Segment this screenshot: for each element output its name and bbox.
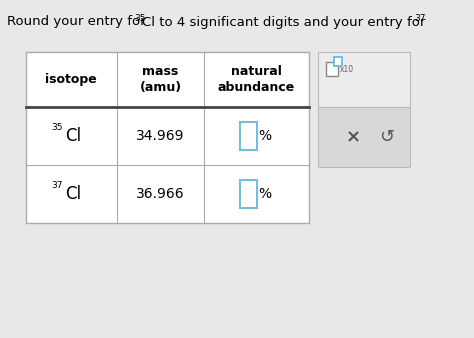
- Text: mass
(amu): mass (amu): [139, 65, 182, 94]
- Text: Cl: Cl: [65, 127, 81, 145]
- Text: x10: x10: [339, 65, 354, 73]
- Text: 36.966: 36.966: [136, 187, 185, 201]
- Text: %: %: [258, 187, 272, 201]
- Bar: [26, 52, 309, 223]
- Text: Round your entry for: Round your entry for: [7, 15, 150, 28]
- Text: natural
abundance: natural abundance: [218, 65, 295, 94]
- Bar: [240, 180, 256, 208]
- Text: 35: 35: [135, 14, 146, 23]
- Text: 37: 37: [51, 180, 63, 190]
- Text: 35: 35: [51, 122, 63, 131]
- Text: Cl: Cl: [65, 185, 81, 203]
- Text: Cl to 4 significant digits and your entry for: Cl to 4 significant digits and your entr…: [142, 16, 429, 29]
- Bar: [319, 52, 410, 107]
- Bar: [326, 62, 338, 76]
- Text: ↺: ↺: [379, 128, 394, 146]
- Bar: [319, 107, 410, 167]
- Text: 37: 37: [414, 14, 426, 23]
- Text: %: %: [258, 129, 272, 143]
- Text: ×: ×: [346, 128, 361, 146]
- Text: isotope: isotope: [46, 73, 97, 86]
- Bar: [240, 122, 256, 150]
- Bar: [334, 57, 342, 66]
- Text: 34.969: 34.969: [137, 129, 185, 143]
